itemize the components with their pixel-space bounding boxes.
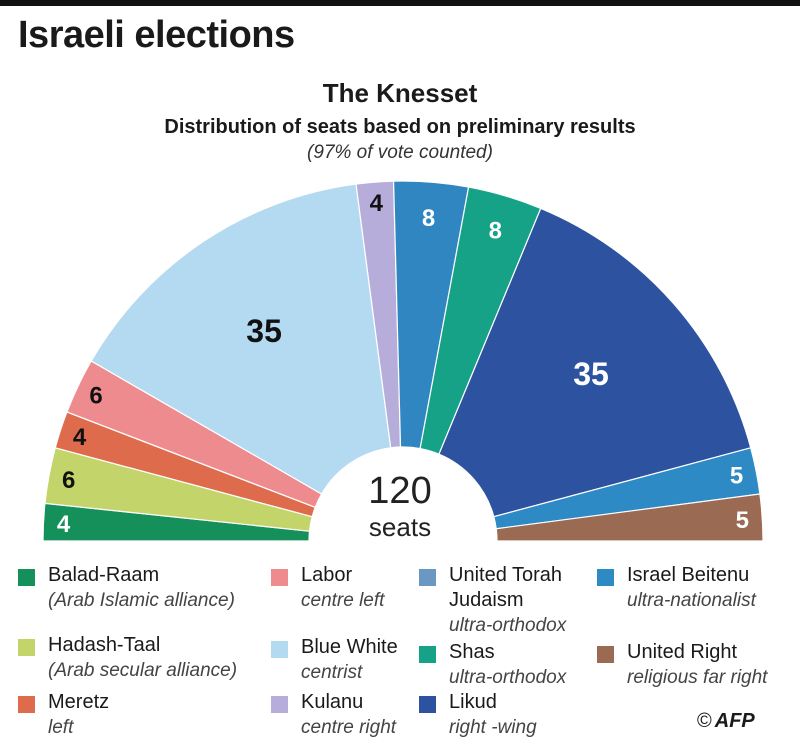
legend-label: United Torah Judaism bbox=[449, 564, 563, 611]
legend-swatch bbox=[18, 569, 35, 586]
legend-swatch bbox=[18, 639, 35, 656]
seat-label-shas: 8 bbox=[489, 217, 502, 244]
seat-label-balad-raam: 4 bbox=[57, 511, 71, 538]
legend-description: centrist bbox=[301, 662, 363, 683]
legend-label: Blue White bbox=[301, 636, 398, 658]
legend-label: United Right bbox=[627, 641, 738, 663]
legend-swatch bbox=[597, 646, 614, 663]
legend-description: (Arab secular alliance) bbox=[48, 660, 238, 681]
total-seats-unit: seats bbox=[368, 512, 432, 542]
legend-description: ultra-nationalist bbox=[627, 590, 756, 611]
legend-label: Shas bbox=[449, 641, 495, 663]
seat-label-hadash-taal: 6 bbox=[62, 467, 75, 494]
page-title: Israeli elections bbox=[18, 14, 295, 56]
legend-description: centre right bbox=[301, 717, 397, 738]
legend-swatch bbox=[271, 569, 288, 586]
legend-swatch bbox=[419, 646, 436, 663]
seat-label-blue-white: 35 bbox=[246, 313, 282, 349]
legend-label: Balad-Raam bbox=[48, 564, 160, 586]
legend-swatch bbox=[271, 696, 288, 713]
afp-logo: AFP bbox=[714, 710, 755, 732]
chart-center-hole bbox=[309, 447, 497, 541]
seat-label-united-torah-judaism: 8 bbox=[422, 205, 435, 232]
legend-label: Labor bbox=[301, 564, 353, 586]
legend-label: Meretz bbox=[48, 691, 110, 713]
legend-swatch bbox=[419, 696, 436, 713]
top-rule bbox=[0, 0, 800, 6]
seat-label-kulanu: 4 bbox=[370, 190, 384, 217]
legend-swatch bbox=[271, 641, 288, 658]
seat-label-united-right: 5 bbox=[736, 507, 749, 534]
legend-label: Israel Beitenu bbox=[627, 564, 750, 586]
copyright-symbol: © bbox=[697, 710, 712, 732]
seat-label-meretz: 4 bbox=[73, 424, 87, 451]
legend-label: Hadash-Taal bbox=[48, 634, 161, 656]
legend-label: Kulanu bbox=[301, 691, 364, 713]
afp-credit: © AFP bbox=[697, 710, 755, 733]
legend-description: ultra-orthodox bbox=[449, 667, 567, 688]
legend-description: left bbox=[48, 717, 74, 738]
legend-description: ultra-orthodox bbox=[449, 615, 567, 636]
legend-description: (Arab Islamic alliance) bbox=[48, 590, 235, 611]
legend-description: religious far right bbox=[627, 667, 768, 688]
legend-description: right -wing bbox=[449, 717, 537, 738]
legend-label: Likud bbox=[449, 691, 497, 713]
chart-title: The Knesset bbox=[322, 78, 478, 108]
chart-note: (97% of vote counted) bbox=[307, 142, 493, 163]
seat-label-likud: 35 bbox=[573, 356, 609, 392]
legend-swatch bbox=[18, 696, 35, 713]
total-seats-value: 120 bbox=[368, 470, 432, 512]
legend-swatch bbox=[419, 569, 436, 586]
seat-label-labor: 6 bbox=[89, 383, 102, 410]
legend-description: centre left bbox=[301, 590, 385, 611]
legend-swatch bbox=[597, 569, 614, 586]
seat-label-israel-beitenu: 5 bbox=[730, 463, 743, 490]
chart-subtitle: Distribution of seats based on prelimina… bbox=[164, 116, 636, 138]
